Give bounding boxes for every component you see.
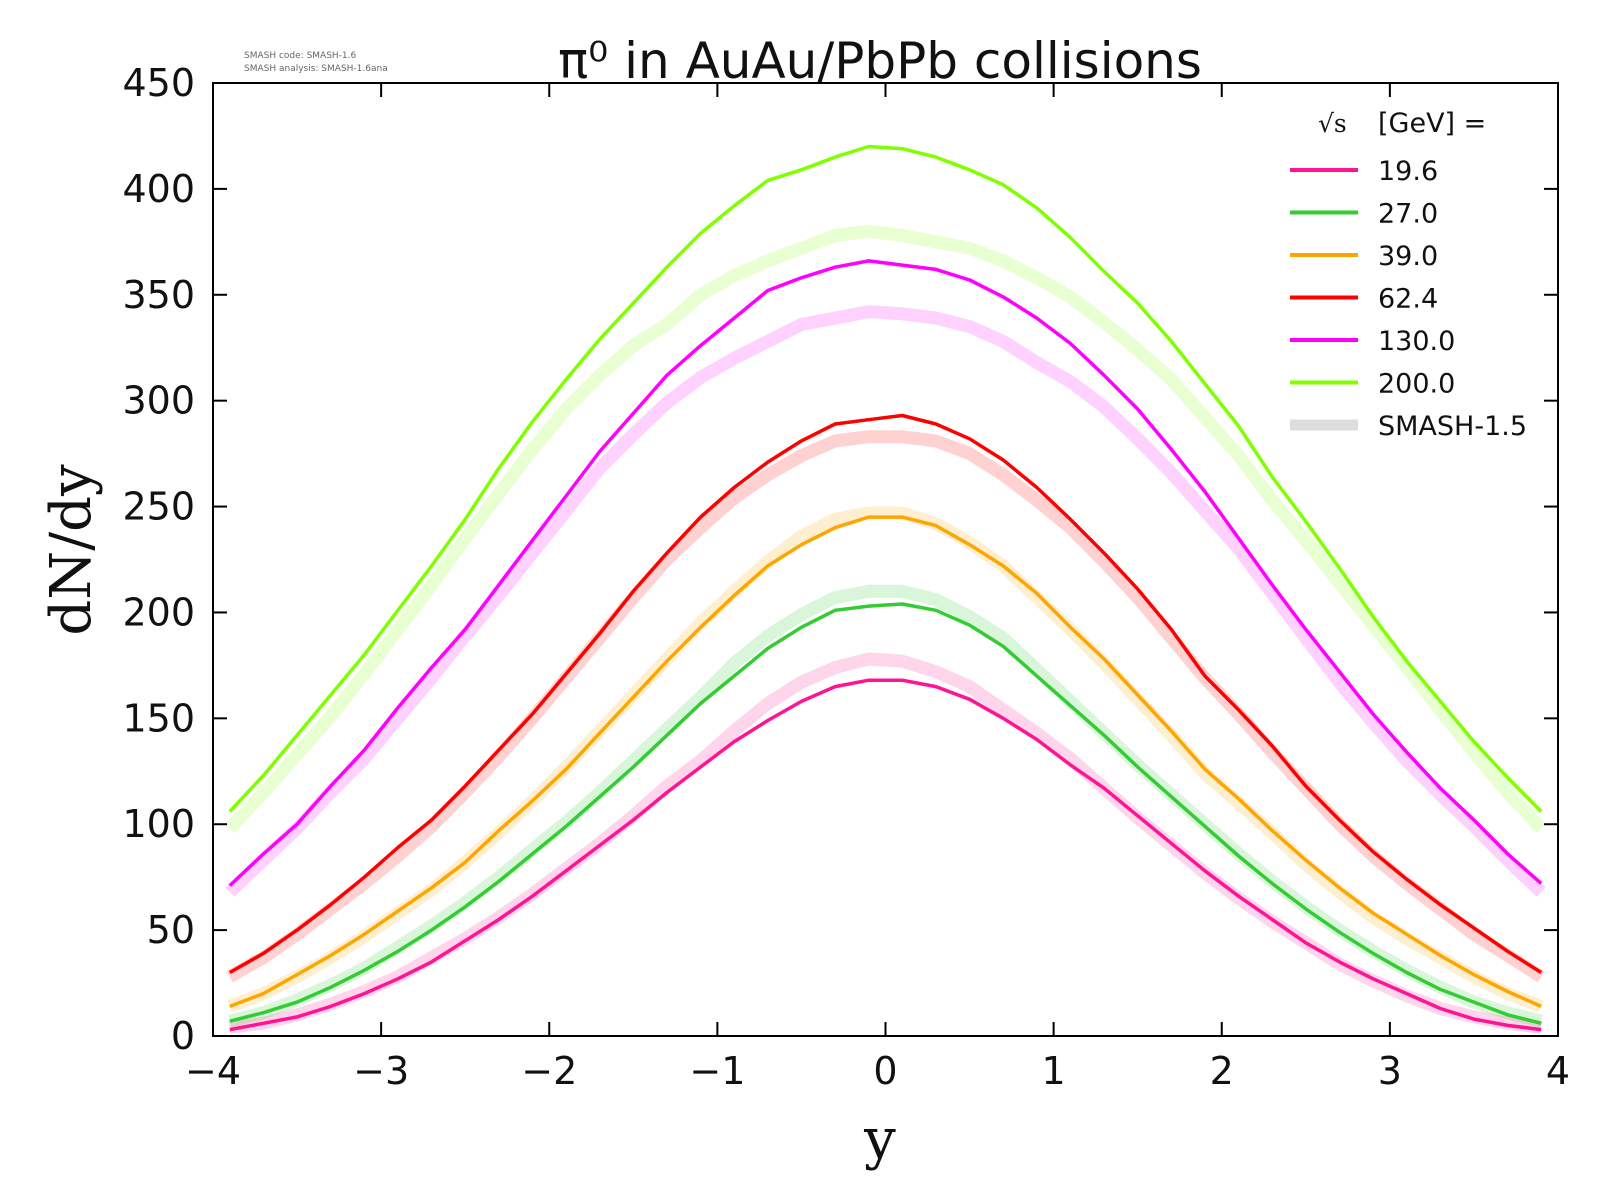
series-line-62-4 (228, 413, 1543, 975)
y-tick-label: 450 (122, 61, 195, 105)
series-line-27-0 (229, 602, 1542, 1025)
series-line-200-0 (228, 144, 1543, 813)
y-tick-label: 150 (122, 696, 195, 740)
analysis-version-text: SMASH analysis: SMASH-1.6ana (244, 64, 388, 74)
y-tick-label: 400 (122, 167, 195, 211)
y-tick-label: 300 (122, 379, 195, 423)
y-tick-label: 250 (122, 485, 195, 529)
y-axis-label: dN/dy (39, 464, 104, 636)
legend-label-27-0: 27.0 (1378, 199, 1438, 230)
y-tick-label: 200 (122, 590, 195, 634)
x-tick-label: −1 (689, 1049, 745, 1093)
main-series-group (228, 144, 1543, 1032)
y-tick-label: 50 (147, 908, 195, 952)
code-version-text: SMASH code: SMASH-1.6 (244, 51, 357, 61)
y-tick-labels: 0 50 100 150 200 250 300 350 400 450 (122, 61, 195, 1058)
legend: √s [GeV] = 19.6 27.0 39.0 62.4 130.0 200.0 SMA… (1290, 108, 1527, 442)
y-tick-label: 100 (122, 802, 195, 846)
reference-line-62-4 (226, 430, 1545, 983)
legend-title-text: [GeV] = (1378, 108, 1486, 139)
legend-label-62-4: 62.4 (1378, 284, 1438, 315)
x-tick-label: 1 (1042, 1049, 1066, 1093)
series-line-130-0 (228, 259, 1543, 887)
x-tick-label: 3 (1378, 1049, 1402, 1093)
legend-label-200-0: 200.0 (1378, 369, 1455, 400)
legend-label-reference: SMASH-1.5 (1378, 411, 1527, 442)
legend-title-sqrt: √s (1318, 109, 1347, 138)
y-tick-label: 350 (122, 273, 195, 317)
y-tick-label: 0 (171, 1014, 195, 1058)
x-tick-label: 4 (1546, 1049, 1570, 1093)
legend-label-130-0: 130.0 (1378, 326, 1455, 357)
legend-items: 19.6 27.0 39.0 62.4 130.0 200.0 SMASH-1.5 (1290, 156, 1527, 442)
legend-label-19-6: 19.6 (1378, 156, 1438, 187)
chart-title: π⁰ in AuAu/PbPb collisions (558, 32, 1202, 90)
x-tick-label: −4 (185, 1049, 241, 1093)
x-tick-labels: −4 −3 −2 −1 0 1 2 3 4 (185, 1049, 1570, 1093)
reference-series-group (225, 224, 1546, 1034)
reference-line-19-6 (228, 652, 1543, 1034)
reference-line-130-0 (225, 305, 1546, 897)
series-line-19-6 (229, 678, 1542, 1032)
x-tick-label: 2 (1210, 1049, 1234, 1093)
reference-line-200-0 (225, 224, 1546, 833)
x-tick-label: −2 (521, 1049, 577, 1093)
x-tick-label: 0 (873, 1049, 897, 1093)
x-axis-label: y (863, 1107, 896, 1172)
series-line-39-0 (229, 515, 1542, 1009)
plot-frame (212, 82, 1559, 1037)
x-tick-label: −3 (353, 1049, 409, 1093)
legend-label-39-0: 39.0 (1378, 241, 1438, 272)
axis-ticks (212, 82, 1559, 1037)
